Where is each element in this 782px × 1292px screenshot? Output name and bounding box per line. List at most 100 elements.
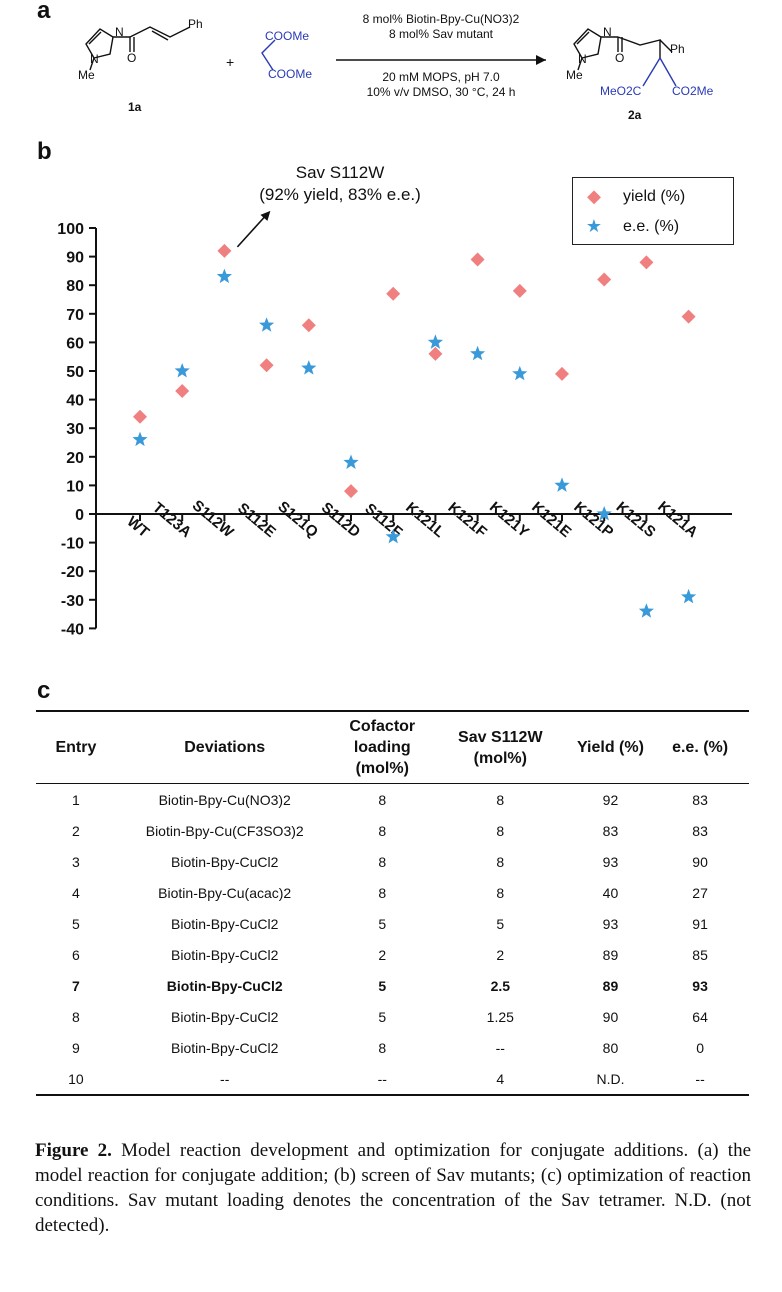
compound-id-2a: 2a bbox=[628, 108, 642, 122]
legend-ee-label: e.e. (%) bbox=[623, 217, 680, 235]
diamond-icon: ◆ bbox=[587, 186, 601, 206]
cell-sav: 2.5 bbox=[490, 977, 511, 994]
malonate-top-label: COOMe bbox=[265, 29, 310, 43]
legend-ee: ★ e.e. (%) bbox=[583, 216, 679, 237]
ester-right-label: CO2Me bbox=[672, 84, 714, 98]
ee-point bbox=[427, 334, 443, 349]
x-tick-label: WT bbox=[124, 513, 153, 541]
cell-cofactor: 5 bbox=[378, 915, 387, 932]
cell-entry: 7 bbox=[71, 977, 80, 994]
cell-entry: 5 bbox=[71, 915, 80, 932]
annotation-arrow-line bbox=[236, 214, 267, 248]
cell-cofactor: 5 bbox=[378, 1008, 387, 1025]
table-header-row: Entry Deviations Cofactor loading (mol%)… bbox=[36, 711, 749, 784]
x-tick-label: K121F bbox=[445, 499, 490, 541]
x-tick-label: S112W bbox=[189, 497, 238, 542]
conditions-above: 8 mol% Biotin-Bpy-Cu(NO3)2 8 mol% Sav mu… bbox=[336, 12, 546, 42]
header-sav: Sav S112W (mol%) bbox=[458, 728, 543, 767]
x-tick-label: K121L bbox=[402, 499, 447, 541]
x-tick-label: K121Y bbox=[486, 499, 532, 542]
yield-point bbox=[175, 384, 190, 399]
cell-entry: 10 bbox=[68, 1070, 84, 1087]
buffer-condition: 20 mM MOPS, pH 7.0 bbox=[382, 70, 500, 84]
ee-point bbox=[343, 454, 359, 469]
y-tick-label: 90 bbox=[66, 250, 84, 267]
cell-deviation: -- bbox=[220, 1070, 230, 1087]
malonate-bottom-label: COOMe bbox=[268, 67, 313, 81]
malonate-bonds-2a bbox=[642, 57, 677, 87]
cell-ee: 83 bbox=[692, 822, 708, 839]
ee-point bbox=[596, 506, 612, 521]
cell-cofactor: 8 bbox=[378, 791, 387, 808]
star-icon: ★ bbox=[585, 216, 603, 236]
header-entry: Entry bbox=[55, 739, 97, 756]
cell-cofactor: 8 bbox=[378, 822, 387, 839]
yield-point bbox=[386, 286, 401, 301]
cell-sav: -- bbox=[495, 1039, 505, 1056]
legend-yield-label: yield (%) bbox=[623, 187, 686, 205]
cell-cofactor: 8 bbox=[378, 884, 387, 901]
methyl-label-2a: Me bbox=[566, 68, 583, 82]
solvent-temp-condition: 10% v/v DMSO, 30 °C, 24 h bbox=[366, 85, 516, 99]
yield-point bbox=[428, 346, 443, 361]
cell-cofactor: 8 bbox=[378, 1039, 387, 1056]
annotation-title: Sav S112W bbox=[295, 163, 385, 182]
table-row: 2 Biotin-Bpy-Cu(CF3SO3)2 8 8 83 83 bbox=[36, 815, 749, 846]
x-tick-label: K121E bbox=[528, 499, 574, 542]
cell-sav: 1.25 bbox=[486, 1008, 514, 1025]
chart-annotation: Sav S112W (92% yield, 83% e.e.) bbox=[225, 162, 455, 206]
n-methyl-bond-2a bbox=[577, 57, 583, 71]
table-row: 4 Biotin-Bpy-Cu(acac)2 8 8 40 27 bbox=[36, 877, 749, 908]
cell-ee: -- bbox=[695, 1070, 705, 1087]
y-tick-label: 30 bbox=[66, 421, 84, 438]
cell-yield: N.D. bbox=[596, 1070, 625, 1087]
cell-deviation: Biotin-Bpy-CuCl2 bbox=[171, 915, 279, 932]
y-tick-label: 80 bbox=[66, 278, 84, 295]
table-row: 1 Biotin-Bpy-Cu(NO3)2 8 8 92 83 bbox=[36, 784, 749, 816]
ee-point bbox=[259, 317, 275, 332]
scatter-chart: 1009080706050403020100-10-20-30-40WTT123… bbox=[57, 210, 732, 638]
x-tick-label: S112D bbox=[318, 499, 364, 541]
legend-yield: ◆ yield (%) bbox=[583, 186, 685, 207]
n-methyl-bond-1a bbox=[89, 57, 95, 71]
cell-yield: 92 bbox=[602, 791, 619, 808]
cell-yield: 83 bbox=[602, 822, 619, 839]
oxygen-label-1a: O bbox=[127, 51, 137, 65]
yield-point bbox=[512, 283, 527, 298]
y-tick-label: 40 bbox=[66, 393, 84, 410]
ester-left-label: MeO2C bbox=[600, 84, 642, 98]
catalyst-text: 8 mol% Biotin-Bpy-Cu(NO3)2 bbox=[362, 12, 520, 26]
cell-sav: 5 bbox=[496, 915, 505, 932]
x-tick-label: S112E bbox=[234, 500, 279, 541]
cell-entry: 8 bbox=[71, 1008, 80, 1025]
yield-point bbox=[259, 358, 274, 373]
header-yield: Yield (%) bbox=[576, 739, 644, 756]
yield-point bbox=[555, 366, 569, 381]
cell-ee: 83 bbox=[692, 791, 708, 808]
methyl-label-1a: Me bbox=[78, 68, 95, 82]
chart-legend: ◆ yield (%) ★ e.e. (%) bbox=[572, 177, 734, 245]
yield-point bbox=[133, 409, 147, 424]
cell-ee: 90 bbox=[692, 853, 708, 870]
cell-deviation: Biotin-Bpy-CuCl2 bbox=[166, 977, 283, 994]
ee-point bbox=[512, 365, 528, 381]
yield-point bbox=[344, 484, 358, 499]
y-tick-label: 0 bbox=[75, 507, 84, 524]
table-row: 7 Biotin-Bpy-CuCl2 5 2.5 89 93 bbox=[36, 970, 749, 1001]
cell-sav: 8 bbox=[496, 884, 505, 901]
table-row: 10 -- -- 4 N.D. -- bbox=[36, 1063, 749, 1095]
y-tick-label: -40 bbox=[61, 621, 84, 638]
panel-b-mutant-screen: b 100 90 80 70 60 50 40 30 20 10 0 -10 -20 -30 -40 WT T1… bbox=[0, 138, 782, 660]
y-tick-label: 100 bbox=[57, 221, 84, 238]
atom-n-me-2a: N bbox=[578, 52, 587, 66]
ee-point bbox=[301, 360, 317, 375]
cell-deviation: Biotin-Bpy-Cu(NO3)2 bbox=[158, 791, 291, 808]
x-tick-label: T123A bbox=[149, 499, 195, 541]
ee-point bbox=[681, 588, 697, 604]
cell-ee: 93 bbox=[692, 977, 708, 994]
y-tick-label: 20 bbox=[66, 450, 84, 467]
imidazole-ring-2a bbox=[573, 28, 602, 59]
cell-entry: 6 bbox=[71, 946, 80, 963]
ee-point bbox=[216, 268, 232, 284]
yield-point bbox=[681, 309, 696, 324]
